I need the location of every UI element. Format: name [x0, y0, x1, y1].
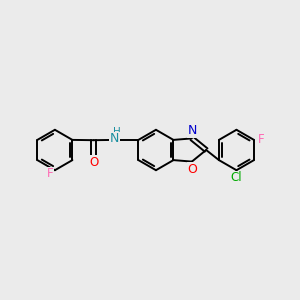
- Text: O: O: [188, 163, 197, 176]
- Text: Cl: Cl: [231, 171, 242, 184]
- Text: N: N: [110, 132, 119, 145]
- Text: H: H: [112, 127, 120, 137]
- Text: N: N: [188, 124, 197, 137]
- Text: F: F: [47, 167, 54, 180]
- Text: F: F: [258, 134, 265, 146]
- Text: O: O: [89, 156, 98, 169]
